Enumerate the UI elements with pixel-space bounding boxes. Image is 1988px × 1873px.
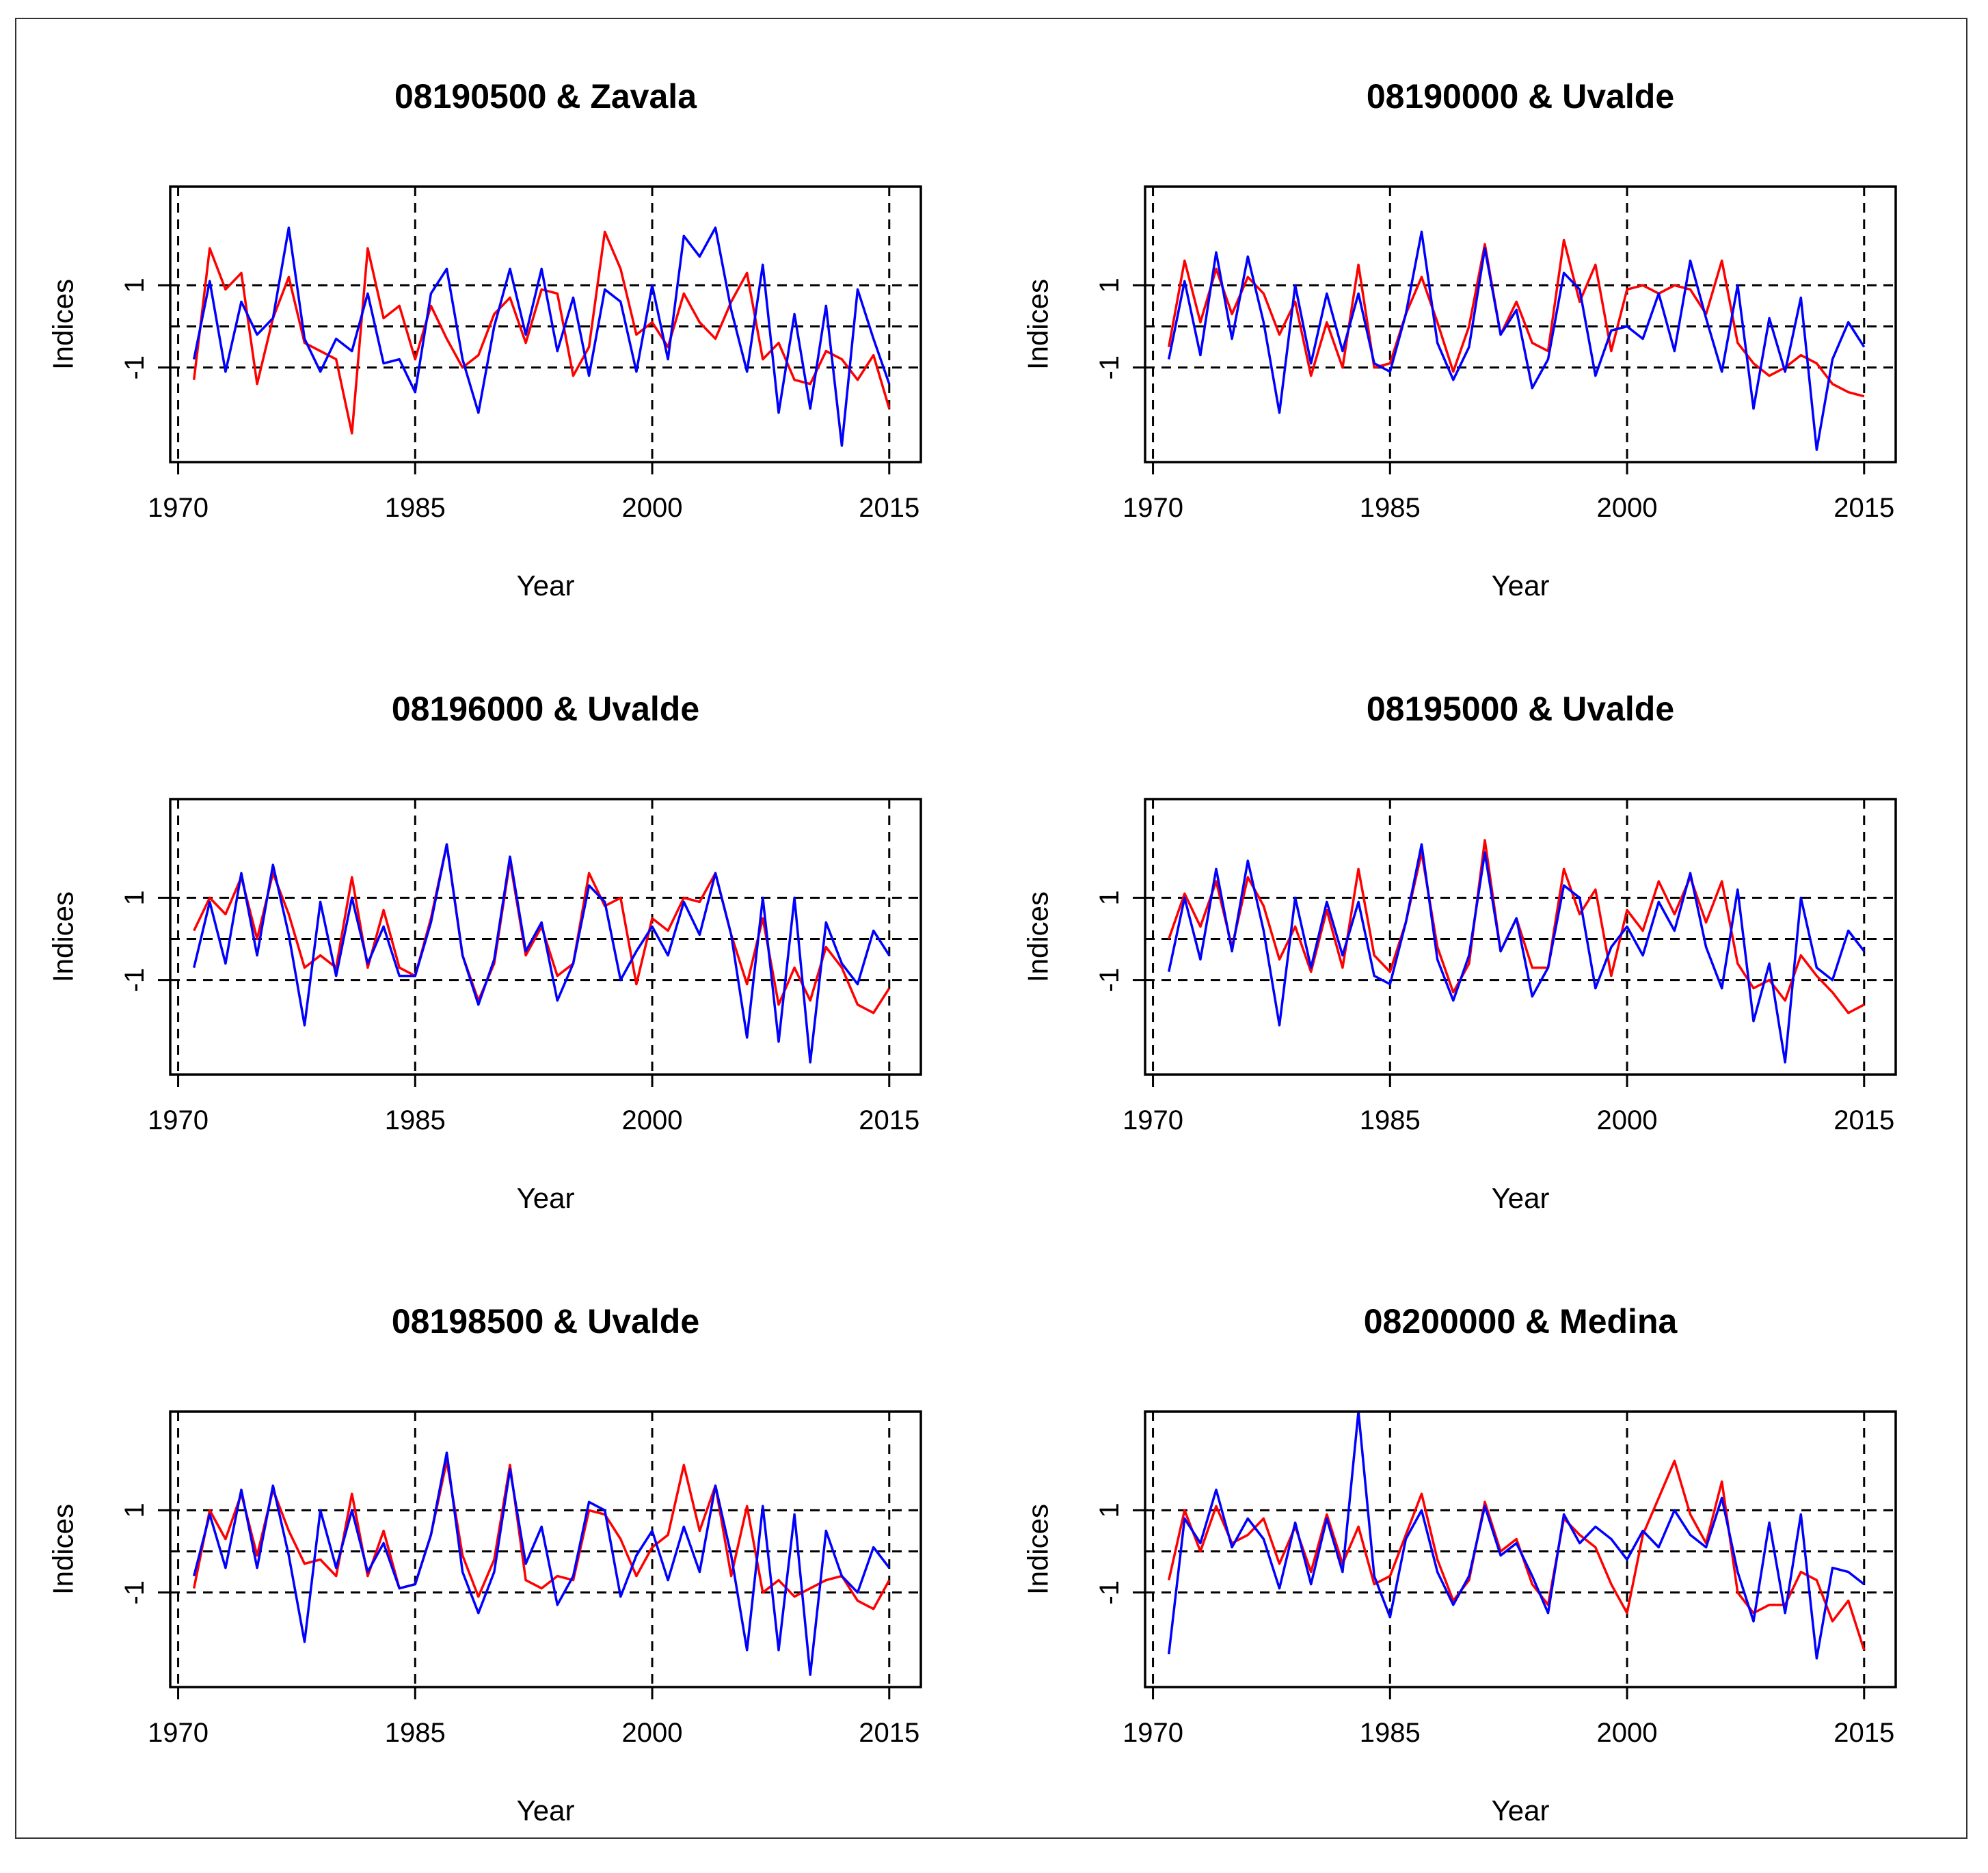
x-axis-label: Year (517, 1794, 575, 1827)
y-axis-label: Indices (47, 1504, 79, 1595)
plot-area-frame (169, 1410, 922, 1688)
x-tick-label: 1970 (148, 1105, 209, 1135)
x-tick-label: 2000 (1597, 1105, 1658, 1135)
series-line-red (192, 230, 891, 435)
y-tick-label: -1 (120, 1580, 150, 1605)
chart-title: 08196000 & Uvalde (392, 690, 699, 728)
x-tick-label: 1985 (385, 493, 446, 523)
plot-area-frame (169, 185, 922, 463)
series-line-blue (1167, 230, 1866, 451)
chart-svg: 08190000 & Uvalde 1970 1985 2000 2015 1 -1 Year… (1022, 77, 1897, 602)
x-tick-label: 1970 (148, 1718, 209, 1748)
figure-frame: 08190500 & Zavala 1970 1985 2000 2015 1 -1 Year… (15, 18, 1967, 1839)
chart-title: 08198500 & Uvalde (392, 1302, 699, 1340)
x-tick-label: 1985 (1360, 493, 1421, 523)
chart-title: 08190500 & Zavala (394, 77, 697, 116)
chart-panel-3: 08196000 & Uvalde 1970 1985 2000 2015 1 -1 Year… (23, 659, 994, 1261)
chart-svg: 08190500 & Zavala 1970 1985 2000 2015 1 -1 Year… (47, 77, 922, 602)
chart-svg: 08200000 & Medina 1970 1985 2000 2015 1 -1 Year… (1022, 1302, 1897, 1827)
x-tick-label: 2015 (859, 1718, 919, 1748)
plot-area-frame (1144, 798, 1897, 1076)
x-tick-label: 1970 (148, 493, 209, 523)
series-line-blue (1167, 843, 1866, 1064)
series-line-red (192, 1459, 891, 1611)
x-tick-label: 1970 (1123, 1718, 1183, 1748)
y-tick-label: -1 (1094, 355, 1125, 380)
x-tick-label: 2015 (1833, 493, 1894, 523)
y-axis-label: Indices (47, 279, 79, 370)
series-line-red (1167, 239, 1865, 398)
y-axis-label: Indices (1022, 1504, 1054, 1595)
x-axis-label: Year (517, 1182, 575, 1214)
chart-panel-4: 08195000 & Uvalde 1970 1985 2000 2015 1 -1 Year… (998, 659, 1969, 1261)
y-axis-label: Indices (1022, 891, 1054, 982)
x-tick-label: 1970 (1123, 493, 1183, 523)
y-axis-label: Indices (1022, 279, 1054, 370)
y-tick-label: 1 (1094, 1503, 1125, 1518)
x-tick-label: 2015 (1833, 1718, 1894, 1748)
x-tick-label: 1985 (1360, 1105, 1421, 1135)
x-tick-label: 2000 (1597, 1718, 1658, 1748)
x-tick-label: 1985 (385, 1718, 446, 1748)
chart-title: 08195000 & Uvalde (1367, 690, 1674, 728)
chart-panel-2: 08190000 & Uvalde 1970 1985 2000 2015 1 -1 Year… (998, 46, 1969, 648)
series-line-blue (193, 1451, 891, 1676)
x-tick-label: 2015 (859, 1105, 919, 1135)
x-tick-label: 2015 (1833, 1105, 1894, 1135)
plot-area-frame (1144, 185, 1897, 463)
y-tick-label: -1 (120, 355, 150, 380)
x-tick-label: 2000 (622, 1105, 683, 1135)
y-tick-label: -1 (1094, 968, 1125, 993)
plot-area-frame (169, 798, 922, 1076)
y-tick-label: 1 (120, 278, 150, 293)
chart-title: 08190000 & Uvalde (1367, 77, 1674, 116)
x-tick-label: 2015 (859, 493, 919, 523)
x-tick-label: 1970 (1123, 1105, 1183, 1135)
y-tick-label: 1 (1094, 278, 1125, 293)
y-tick-label: -1 (1094, 1580, 1125, 1605)
series-line-blue (192, 843, 891, 1064)
x-tick-label: 2000 (1597, 493, 1658, 523)
x-tick-label: 1985 (1360, 1718, 1421, 1748)
x-axis-label: Year (1492, 569, 1550, 602)
series-line-blue (1167, 1412, 1865, 1660)
x-tick-label: 2000 (622, 493, 683, 523)
y-tick-label: -1 (120, 968, 150, 993)
x-axis-label: Year (1492, 1182, 1550, 1214)
plot-area-frame (1144, 1410, 1897, 1688)
y-axis-label: Indices (47, 891, 79, 982)
x-tick-label: 2000 (622, 1718, 683, 1748)
x-axis-label: Year (517, 569, 575, 602)
chart-title: 08200000 & Medina (1364, 1302, 1678, 1340)
series-line-blue (192, 226, 891, 447)
chart-panel-5: 08198500 & Uvalde 1970 1985 2000 2015 1 -1 Year… (23, 1271, 994, 1873)
series-line-red (1167, 1459, 1866, 1651)
chart-svg: 08198500 & Uvalde 1970 1985 2000 2015 1 -1 Year… (47, 1302, 922, 1827)
chart-panel-6: 08200000 & Medina 1970 1985 2000 2015 1 -1 Year… (998, 1271, 1969, 1873)
chart-svg: 08196000 & Uvalde 1970 1985 2000 2015 1 -1 Year… (47, 690, 922, 1214)
chart-panel-1: 08190500 & Zavala 1970 1985 2000 2015 1 -1 Year… (23, 46, 994, 648)
y-tick-label: 1 (120, 890, 150, 905)
chart-svg: 08195000 & Uvalde 1970 1985 2000 2015 1 -1 Year… (1022, 690, 1897, 1214)
x-axis-label: Year (1492, 1794, 1550, 1827)
x-tick-label: 1985 (385, 1105, 446, 1135)
y-tick-label: 1 (120, 1503, 150, 1518)
y-tick-label: 1 (1094, 890, 1125, 905)
